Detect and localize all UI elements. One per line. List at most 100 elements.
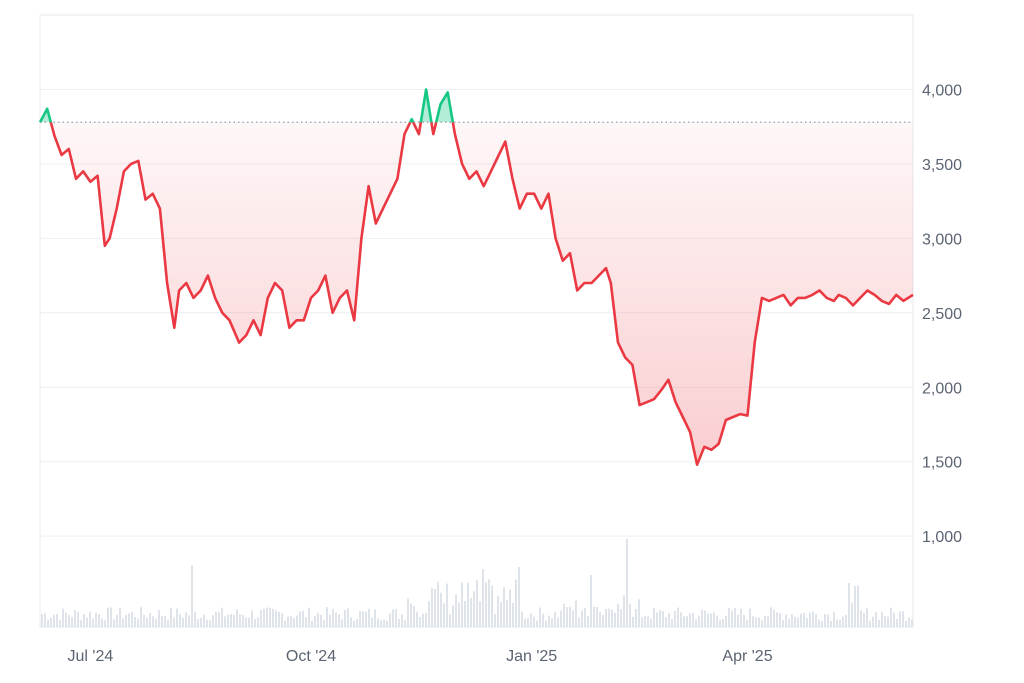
- volume-bar: [101, 618, 103, 627]
- volume-bar: [824, 614, 826, 627]
- volume-bar: [698, 615, 700, 627]
- volume-bar: [389, 613, 391, 627]
- volume-bar: [464, 600, 466, 627]
- volume-bar: [839, 619, 841, 627]
- volume-bar: [674, 611, 676, 627]
- volume-bar: [587, 615, 589, 627]
- volume-bar: [653, 608, 655, 627]
- volume-bar: [359, 611, 361, 627]
- volume-bar: [791, 614, 793, 627]
- volume-bar: [755, 617, 757, 627]
- x-tick-label: Jul '24: [67, 648, 113, 665]
- volume-bar: [725, 615, 727, 627]
- volume-bar: [473, 591, 475, 627]
- volume-bar: [503, 587, 505, 627]
- volume-bar: [860, 610, 862, 627]
- volume-bar: [455, 594, 457, 627]
- volume-bar: [329, 614, 331, 627]
- volume-bar: [491, 585, 493, 627]
- volume-bar: [773, 609, 775, 627]
- volume-bar: [557, 617, 559, 627]
- volume-bar: [629, 603, 631, 627]
- volume-bar: [788, 618, 790, 627]
- volume-bar: [191, 565, 193, 627]
- volume-bar: [296, 615, 298, 627]
- volume-bar: [722, 619, 724, 627]
- volume-bar: [56, 613, 58, 627]
- volume-bar: [881, 612, 883, 627]
- volume-bar: [635, 608, 637, 627]
- volume-bar: [815, 614, 817, 627]
- volume-bar: [449, 614, 451, 627]
- volume-bar: [593, 606, 595, 627]
- volume-bar: [908, 617, 910, 627]
- volume-bar: [92, 618, 94, 627]
- volume-bar: [638, 599, 640, 627]
- volume-bar: [848, 582, 850, 627]
- volume-bar: [215, 611, 217, 627]
- volume-bar: [752, 616, 754, 627]
- volume-bar: [317, 612, 319, 627]
- volume-bar: [548, 615, 550, 627]
- volume-bar: [641, 617, 643, 627]
- volume-bar: [368, 608, 370, 627]
- volume-bar: [218, 611, 220, 627]
- volume-bar: [905, 620, 907, 627]
- volume-bar: [512, 602, 514, 627]
- volume-bar: [578, 617, 580, 627]
- volume-bar: [533, 616, 535, 627]
- volume-bar: [110, 607, 112, 627]
- volume-bar: [833, 612, 835, 627]
- volume-bar: [413, 605, 415, 627]
- volume-bar: [452, 605, 454, 627]
- volume-bar: [434, 588, 436, 627]
- volume-bar: [680, 612, 682, 627]
- volume-bar: [851, 602, 853, 627]
- y-tick-label: 2,500: [922, 306, 962, 323]
- volume-bar: [161, 616, 163, 627]
- volume-bar: [836, 619, 838, 627]
- volume-bar: [809, 612, 811, 627]
- volume-bar: [86, 617, 88, 627]
- volume-bar: [746, 619, 748, 627]
- volume-bar: [320, 614, 322, 627]
- volume-bar: [620, 608, 622, 627]
- volume-bar: [461, 582, 463, 627]
- volume-bar: [545, 620, 547, 627]
- volume-bar: [422, 613, 424, 627]
- volume-bar: [386, 620, 388, 627]
- volume-bar: [197, 619, 199, 627]
- y-tick-label: 1,000: [922, 529, 962, 546]
- volume-bar: [152, 616, 154, 627]
- volume-bar: [476, 580, 478, 627]
- volume-bar: [308, 607, 310, 627]
- volume-bar: [644, 616, 646, 627]
- volume-bar: [143, 614, 145, 627]
- volume-bar: [431, 588, 433, 627]
- volume-bar: [704, 610, 706, 627]
- volume-bar: [632, 616, 634, 627]
- volume-bar: [275, 610, 277, 627]
- volume-bar: [779, 613, 781, 627]
- volume-bar: [710, 613, 712, 627]
- volume-bar: [62, 608, 64, 627]
- volume-bar: [731, 610, 733, 627]
- volume-bar: [695, 619, 697, 627]
- volume-bar: [506, 600, 508, 627]
- volume-bar: [443, 603, 445, 627]
- volume-bar: [248, 617, 250, 627]
- volume-bar: [71, 617, 73, 627]
- volume-bar: [68, 615, 70, 627]
- volume-bar: [50, 617, 52, 627]
- volume-bar: [440, 592, 442, 627]
- volume-bar: [293, 617, 295, 627]
- volume-bar: [596, 606, 598, 627]
- volume-bar: [530, 613, 532, 627]
- volume-bar: [683, 616, 685, 627]
- volume-bar: [158, 610, 160, 627]
- volume-bar: [155, 618, 157, 627]
- volume-bar: [257, 617, 259, 627]
- volume-bar: [605, 609, 607, 627]
- volume-bar: [314, 615, 316, 627]
